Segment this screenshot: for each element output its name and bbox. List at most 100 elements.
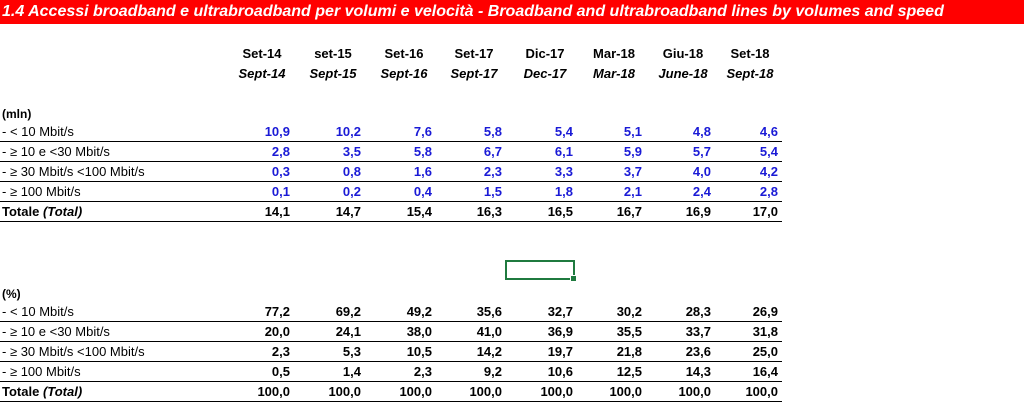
column-header-en: Sept-14 bbox=[238, 66, 286, 81]
table-cell[interactable]: 10,6 bbox=[547, 364, 573, 379]
table-cell[interactable]: 4,6 bbox=[759, 124, 778, 139]
table-cell[interactable]: 0,4 bbox=[413, 184, 432, 199]
table-cell[interactable]: 5,8 bbox=[413, 144, 432, 159]
table-cell[interactable]: 26,9 bbox=[752, 304, 778, 319]
table-cell[interactable]: 77,2 bbox=[264, 304, 290, 319]
table-row: - ≥ 10 e <30 Mbit/s 2,8 3,5 5,8 6,7 6,1 5,9 5,7… bbox=[0, 142, 782, 162]
table-cell[interactable]: 23,6 bbox=[685, 344, 711, 359]
table-cell[interactable]: 14,3 bbox=[685, 364, 711, 379]
table-cell[interactable]: 0,1 bbox=[271, 184, 290, 199]
table-cell[interactable]: 1,6 bbox=[413, 164, 432, 179]
table-cell[interactable]: 10,2 bbox=[335, 124, 361, 139]
table-cell[interactable]: 31,8 bbox=[752, 324, 778, 339]
table-cell[interactable]: 0,8 bbox=[342, 164, 361, 179]
table-cell[interactable]: 1,4 bbox=[342, 364, 361, 379]
table-cell[interactable]: 4,2 bbox=[759, 164, 778, 179]
table-cell[interactable]: 10,5 bbox=[406, 344, 432, 359]
table-cell[interactable]: 69,2 bbox=[335, 304, 361, 319]
column-header-it: Set-16 bbox=[384, 46, 424, 61]
column-header-en: Sept-15 bbox=[309, 66, 357, 81]
table-cell[interactable]: 5,4 bbox=[759, 144, 778, 159]
table-cell[interactable]: 14,2 bbox=[476, 344, 502, 359]
table-cell[interactable]: 32,7 bbox=[547, 304, 573, 319]
selected-cell[interactable] bbox=[505, 260, 577, 282]
table-cell[interactable]: 5,8 bbox=[483, 124, 502, 139]
table-cell[interactable]: 49,2 bbox=[406, 304, 432, 319]
total-cell[interactable]: 14,1 bbox=[264, 204, 290, 219]
total-cell[interactable]: 100,0 bbox=[540, 384, 573, 399]
total-cell[interactable]: 16,9 bbox=[685, 204, 711, 219]
total-cell[interactable]: 100,0 bbox=[678, 384, 711, 399]
column-header-en: June-18 bbox=[658, 66, 708, 81]
table-cell[interactable]: 28,3 bbox=[685, 304, 711, 319]
table-cell[interactable]: 3,7 bbox=[623, 164, 642, 179]
table-cell[interactable]: 2,3 bbox=[483, 164, 502, 179]
table-cell[interactable]: 12,5 bbox=[616, 364, 642, 379]
total-cell[interactable]: 100,0 bbox=[469, 384, 502, 399]
table-cell[interactable]: 5,1 bbox=[623, 124, 642, 139]
total-cell[interactable]: 17,0 bbox=[752, 204, 778, 219]
total-cell[interactable]: 100,0 bbox=[257, 384, 290, 399]
table-cell[interactable]: 1,5 bbox=[483, 184, 502, 199]
table-cell[interactable]: 36,9 bbox=[547, 324, 573, 339]
row-label: - ≥ 10 e <30 Mbit/s bbox=[2, 324, 110, 339]
table-cell[interactable]: 5,7 bbox=[692, 144, 711, 159]
total-label-en: (Total) bbox=[42, 204, 83, 219]
table-cell[interactable]: 16,4 bbox=[752, 364, 778, 379]
total-label-it: Totale bbox=[2, 204, 43, 219]
table-cell[interactable]: 4,0 bbox=[692, 164, 711, 179]
table-cell[interactable]: 10,9 bbox=[264, 124, 290, 139]
table-cell[interactable]: 2,1 bbox=[623, 184, 642, 199]
table-cell[interactable]: 20,0 bbox=[264, 324, 290, 339]
table-cell[interactable]: 9,2 bbox=[483, 364, 502, 379]
column-header-it: Set-18 bbox=[730, 46, 770, 61]
total-label-en: (Total) bbox=[42, 384, 83, 399]
table-cell[interactable]: 38,0 bbox=[406, 324, 432, 339]
total-cell[interactable]: 16,5 bbox=[547, 204, 573, 219]
table-cell[interactable]: 33,7 bbox=[685, 324, 711, 339]
total-cell[interactable]: 100,0 bbox=[609, 384, 642, 399]
total-cell[interactable]: 16,3 bbox=[476, 204, 502, 219]
table-cell[interactable]: 3,3 bbox=[554, 164, 573, 179]
total-cell[interactable]: 100,0 bbox=[745, 384, 778, 399]
table-cell[interactable]: 25,0 bbox=[752, 344, 778, 359]
column-header-it: Set-14 bbox=[242, 46, 282, 61]
table-cell[interactable]: 6,1 bbox=[554, 144, 573, 159]
table-cell[interactable]: 2,3 bbox=[271, 344, 290, 359]
table-cell[interactable]: 0,3 bbox=[271, 164, 290, 179]
column-header-it: Mar-18 bbox=[593, 46, 635, 61]
table-cell[interactable]: 5,4 bbox=[554, 124, 573, 139]
table-cell[interactable]: 30,2 bbox=[616, 304, 642, 319]
total-cell[interactable]: 14,7 bbox=[335, 204, 361, 219]
table-cell[interactable]: 2,4 bbox=[692, 184, 711, 199]
table-cell[interactable]: 35,5 bbox=[616, 324, 642, 339]
table-cell[interactable]: 6,7 bbox=[483, 144, 502, 159]
table-cell[interactable]: 3,5 bbox=[342, 144, 361, 159]
table-cell[interactable]: 21,8 bbox=[616, 344, 642, 359]
table-cell[interactable]: 5,3 bbox=[342, 344, 361, 359]
table-cell[interactable]: 19,7 bbox=[547, 344, 573, 359]
table-cell[interactable]: 35,6 bbox=[476, 304, 502, 319]
volumes-unit-label: (mln) bbox=[2, 107, 32, 121]
table-cell[interactable]: 41,0 bbox=[476, 324, 502, 339]
row-label: - ≥ 10 e <30 Mbit/s bbox=[2, 144, 110, 159]
total-cell[interactable]: 16,7 bbox=[616, 204, 642, 219]
row-label: - ≥ 100 Mbit/s bbox=[2, 364, 81, 379]
table-cell[interactable]: 2,8 bbox=[759, 184, 778, 199]
total-label: Totale (Total) bbox=[2, 202, 82, 222]
table-cell[interactable]: 2,3 bbox=[413, 364, 432, 379]
total-cell[interactable]: 15,4 bbox=[406, 204, 432, 219]
column-header-en: Sept-17 bbox=[450, 66, 498, 81]
table-cell[interactable]: 2,8 bbox=[271, 144, 290, 159]
total-cell[interactable]: 100,0 bbox=[328, 384, 361, 399]
table-cell[interactable]: 1,8 bbox=[554, 184, 573, 199]
table-cell[interactable]: 4,8 bbox=[692, 124, 711, 139]
table-cell[interactable]: 0,2 bbox=[342, 184, 361, 199]
table-cell[interactable]: 24,1 bbox=[335, 324, 361, 339]
table-cell[interactable]: 5,9 bbox=[623, 144, 642, 159]
total-cell[interactable]: 100,0 bbox=[399, 384, 432, 399]
row-label: - ≥ 30 Mbit/s <100 Mbit/s bbox=[2, 164, 145, 179]
table-cell[interactable]: 0,5 bbox=[271, 364, 290, 379]
table-cell[interactable]: 7,6 bbox=[413, 124, 432, 139]
column-header: Giu-18 June-18 bbox=[648, 46, 718, 82]
